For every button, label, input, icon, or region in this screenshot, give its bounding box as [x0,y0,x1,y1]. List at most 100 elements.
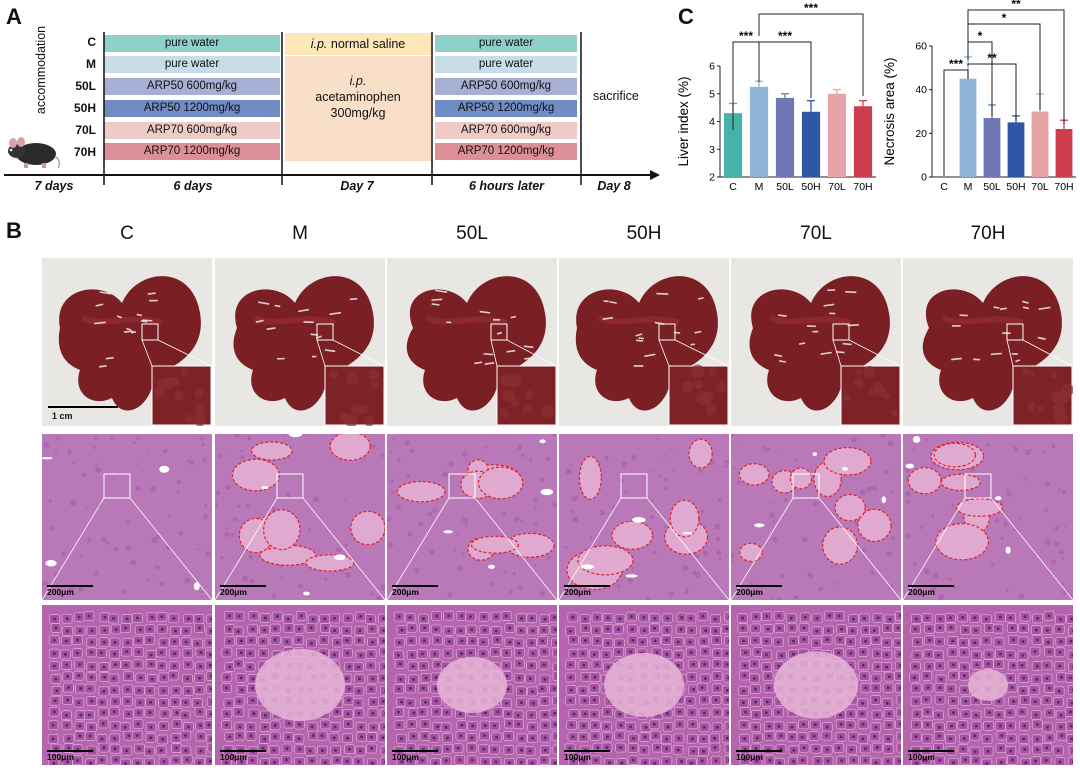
y-tick-label: 60 [915,41,927,53]
post-cell-70l: ARP70 600mg/kg [435,122,577,139]
scale-label-low: 200μm [47,585,93,597]
pre-cell-m: pure water [104,56,280,73]
significance-stars: *** [739,29,753,43]
day7-control-route: i.p. [310,37,328,51]
scale-label-high: 100μm [392,750,438,762]
timeline-axis [4,32,660,185]
he-high-c: 100μm [42,605,212,765]
group-label-c: C [87,35,96,49]
pre-cell-70l: ARP70 600mg/kg [104,122,280,139]
x-tick-label: 50H [801,181,820,193]
bar-50h [801,111,821,177]
y-axis-title: Liver index (%) [676,76,691,166]
timeline-6-days: 6 days [173,179,213,193]
panel-a-letter: A [6,4,22,29]
bar-50l [775,97,795,177]
significance-stars: ** [987,51,997,65]
x-tick-label: C [940,181,948,193]
he-high-70l: 100μm [731,605,901,765]
post-cell-m: pure water [435,56,577,73]
scale-label-low: 200μm [392,585,438,597]
y-tick-label: 40 [915,84,927,96]
pre-cell-70h: ARP70 1200mg/kg [104,143,280,160]
panel-c-letter: C [678,4,694,29]
significance-stars: * [978,29,983,43]
he-low-50l: 200μm [387,434,557,600]
column-title-70l: 70L [800,223,832,244]
bar-50h [1007,122,1025,177]
liver-photo-50l [387,258,557,426]
x-tick-label: 50H [1006,181,1025,193]
scale-label-low: 200μm [220,585,266,597]
significance-stars: *** [804,1,818,15]
bar-c [723,113,743,177]
he-high-50h: 100μm [559,605,729,765]
day7-model-box: i.p. acetaminophen 300mg/kg [285,56,431,161]
liver-photo-50h [559,258,729,426]
y-tick-label: 0 [921,172,927,184]
x-tick-label: C [729,181,737,193]
panel-b-letter: B [6,218,22,243]
liver-photo-70l [731,258,901,426]
he-high-70h: 100μm [903,605,1073,765]
scale-label-low: 200μm [736,585,782,597]
significance-stars: ** [1011,0,1021,11]
post-cell-50h: ARP50 1200mg/kg [435,100,577,117]
column-title-50h: 50H [626,223,662,244]
significance-stars: * [1002,11,1007,25]
bar-70l [1031,111,1049,177]
scale-label-low: 200μm [908,585,954,597]
post-cell-70h: ARP70 1200mg/kg [435,143,577,160]
y-tick-label: 5 [709,88,715,100]
scale-label-high: 100μm [908,750,954,762]
significance-stars: *** [778,29,792,43]
y-tick-label: 20 [915,128,927,140]
bar-70h [853,106,873,177]
he-low-m: 200μm [215,434,385,600]
day7-model-dose: 300mg/kg [330,106,386,120]
y-tick-label: 4 [709,116,715,128]
significance-bracket [758,41,812,98]
x-tick-label: M [755,181,764,193]
day7-control-box: i.p. normal saline [285,33,431,55]
y-tick-label: 3 [709,144,715,156]
bar-m [749,86,769,177]
x-tick-label: 70L [1031,181,1049,193]
bar-70h [1055,128,1073,177]
column-title-50l: 50L [456,223,488,244]
y-axis-title: Necrosis area (%) [882,57,897,165]
he-high-50l: 100μm [387,605,557,765]
scale-label-high: 100μm [564,750,610,762]
he-low-70l: 200μm [731,434,901,600]
scale-label-high: 100μm [220,750,266,762]
day7-control-agent: normal saline [330,37,406,51]
significance-bracket [943,69,969,176]
bar-m [959,78,977,177]
column-title-m: M [292,223,308,244]
pre-cell-c: pure water [104,35,280,52]
x-tick-label: M [964,181,973,193]
he-low-c: 200μm [42,434,212,600]
bar-70l [827,93,847,177]
post-cell-50l: ARP50 600mg/kg [435,78,577,95]
timeline-6-hours: 6 hours later [468,179,545,193]
photo-scale-bar [48,406,118,408]
group-label-m: M [86,57,96,71]
he-low-70h: 200μm [903,434,1073,600]
photo-scale-label: 1 cm [52,411,73,421]
y-tick-label: 6 [709,61,715,73]
mouse-illustration [8,137,61,169]
y-tick-label: 2 [709,172,715,184]
significance-bracket [967,63,1017,120]
pre-cell-50h: ARP50 1200mg/kg [104,100,280,117]
x-tick-label: 50L [776,181,794,193]
group-label-70l: 70L [75,123,96,137]
post-cell-c: pure water [435,35,577,52]
liver-index-chart: 2 3 4 5 6 Liver index (%) C M 50L 50H 70L 70H *** ***… [676,1,876,193]
scale-label-high: 100μm [47,750,93,762]
x-tick-label: 70L [828,181,846,193]
significance-stars: *** [949,57,963,71]
bar-50l [983,118,1001,177]
column-title-c: C [120,223,134,244]
